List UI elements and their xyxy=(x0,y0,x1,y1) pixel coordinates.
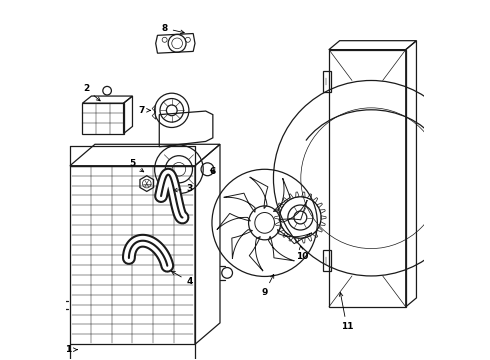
Text: 10: 10 xyxy=(296,246,308,261)
Text: 1: 1 xyxy=(65,345,77,354)
Text: 7: 7 xyxy=(138,106,150,115)
Text: 4: 4 xyxy=(172,271,193,286)
Text: 3: 3 xyxy=(173,184,193,193)
Text: 11: 11 xyxy=(339,293,353,331)
Text: 2: 2 xyxy=(83,84,100,101)
Text: 9: 9 xyxy=(262,274,274,297)
Text: 6: 6 xyxy=(210,167,216,176)
Text: 8: 8 xyxy=(162,24,184,33)
Text: 5: 5 xyxy=(129,159,144,172)
